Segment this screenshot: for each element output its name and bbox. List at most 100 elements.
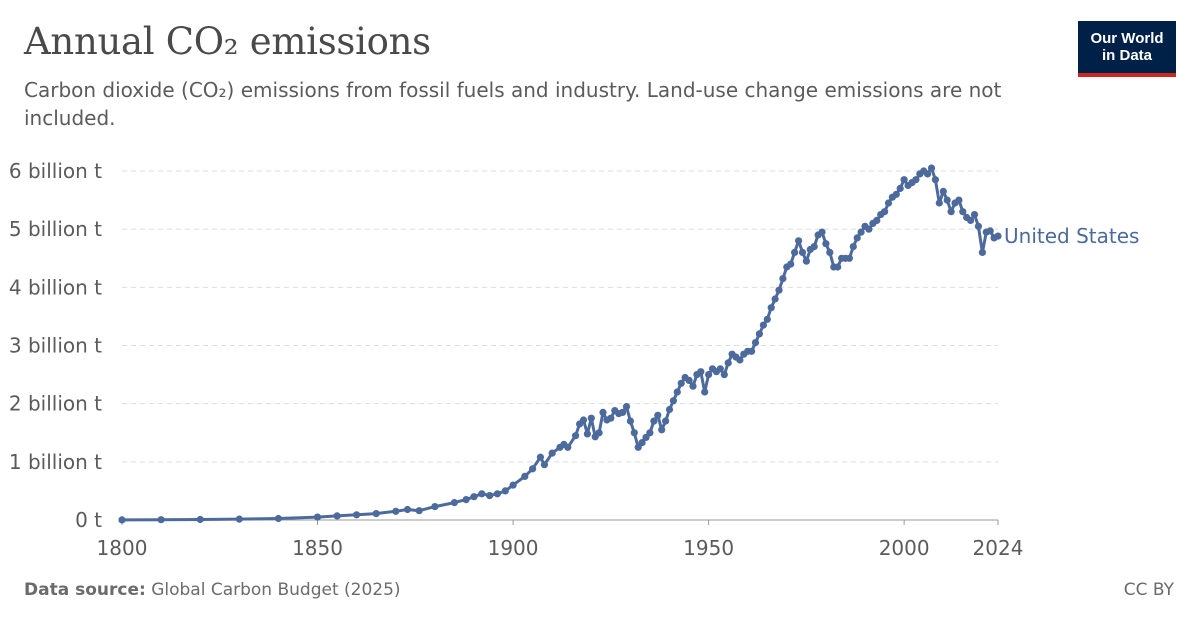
data-point[interactable] [802, 257, 811, 265]
data-point[interactable] [912, 176, 920, 184]
data-point[interactable] [939, 187, 947, 195]
data-point[interactable] [353, 511, 361, 519]
data-point[interactable] [564, 443, 572, 451]
data-point[interactable] [771, 295, 779, 303]
data-point[interactable] [572, 432, 580, 440]
data-point[interactable] [685, 376, 693, 384]
data-point[interactable] [118, 516, 126, 524]
data-point[interactable] [638, 439, 646, 447]
data-point[interactable] [583, 430, 592, 438]
data-point[interactable] [822, 240, 830, 248]
data-point[interactable] [677, 379, 685, 387]
data-point[interactable] [720, 371, 728, 379]
data-point[interactable] [669, 397, 678, 405]
data-point[interactable] [810, 243, 818, 251]
data-point[interactable] [970, 211, 979, 219]
data-point[interactable] [881, 208, 889, 216]
data-point[interactable] [986, 227, 994, 235]
data-point[interactable] [521, 472, 529, 480]
data-point[interactable] [900, 176, 908, 184]
data-point[interactable] [943, 196, 951, 204]
data-point[interactable] [845, 254, 854, 262]
data-point[interactable] [994, 232, 1002, 240]
data-point[interactable] [450, 499, 458, 507]
series-line-united-states[interactable] [120, 166, 1000, 522]
data-point[interactable] [896, 184, 904, 192]
data-source-value[interactable]: Global Carbon Budget (2025) [151, 580, 401, 600]
data-point[interactable] [595, 429, 603, 437]
data-point[interactable] [274, 514, 282, 523]
data-point[interactable] [658, 426, 666, 434]
data-point[interactable] [689, 382, 697, 390]
data-point[interactable] [892, 190, 900, 198]
data-point[interactable] [736, 356, 744, 364]
data-point[interactable] [650, 417, 658, 425]
data-point[interactable] [787, 260, 795, 268]
data-point[interactable] [493, 490, 501, 498]
data-point[interactable] [759, 321, 768, 329]
data-point[interactable] [748, 347, 756, 355]
data-point[interactable] [619, 408, 627, 416]
data-point[interactable] [767, 304, 775, 312]
data-point[interactable] [931, 176, 940, 184]
data-point[interactable] [313, 513, 322, 521]
data-point[interactable] [372, 509, 380, 518]
data-point[interactable] [857, 228, 865, 236]
data-point[interactable] [662, 417, 670, 425]
license-link[interactable]: CC BY [1123, 580, 1174, 600]
data-point[interactable] [716, 365, 724, 373]
data-point[interactable] [415, 507, 423, 515]
data-point[interactable] [873, 216, 881, 224]
data-point[interactable] [157, 516, 165, 524]
data-point[interactable] [978, 248, 987, 256]
data-point[interactable] [622, 403, 631, 411]
data-point[interactable] [947, 208, 955, 216]
data-point[interactable] [509, 481, 517, 489]
data-point[interactable] [626, 417, 635, 425]
data-point[interactable] [501, 487, 509, 495]
data-point[interactable] [935, 199, 943, 207]
data-point[interactable] [884, 199, 893, 207]
data-point[interactable] [587, 414, 595, 422]
data-point[interactable] [196, 515, 204, 524]
data-point[interactable] [779, 275, 787, 283]
data-point[interactable] [755, 330, 764, 338]
data-point[interactable] [818, 228, 826, 236]
data-point[interactable] [403, 505, 412, 514]
data-point[interactable] [795, 237, 803, 245]
data-point[interactable] [599, 408, 607, 416]
data-point[interactable] [536, 453, 545, 461]
data-point[interactable] [775, 286, 783, 294]
data-point[interactable] [959, 208, 967, 216]
data-point[interactable] [834, 263, 842, 271]
data-point[interactable] [654, 411, 662, 419]
data-point[interactable] [849, 243, 857, 251]
data-point[interactable] [798, 248, 807, 256]
data-point[interactable] [529, 465, 537, 473]
data-point[interactable] [927, 164, 936, 172]
data-point[interactable] [705, 371, 713, 379]
data-point[interactable] [665, 405, 674, 414]
data-point[interactable] [673, 388, 681, 396]
data-point[interactable] [540, 461, 549, 469]
data-point[interactable] [826, 248, 834, 256]
data-point[interactable] [462, 496, 470, 504]
data-point[interactable] [724, 359, 732, 367]
data-point[interactable] [548, 449, 556, 457]
data-point[interactable] [478, 490, 486, 498]
data-point[interactable] [924, 170, 932, 178]
data-point[interactable] [791, 248, 799, 256]
data-point[interactable] [697, 368, 705, 376]
data-point[interactable] [701, 388, 709, 396]
data-point[interactable] [235, 515, 243, 523]
data-point[interactable] [392, 507, 400, 515]
data-point[interactable] [333, 512, 341, 520]
data-point[interactable] [579, 416, 588, 424]
data-point[interactable] [751, 339, 760, 347]
data-point[interactable] [431, 503, 439, 511]
data-point[interactable] [955, 196, 963, 204]
data-point[interactable] [470, 493, 478, 501]
data-point[interactable] [607, 414, 615, 422]
series-label-united-states[interactable]: United States [1004, 224, 1139, 248]
data-point[interactable] [486, 492, 494, 500]
